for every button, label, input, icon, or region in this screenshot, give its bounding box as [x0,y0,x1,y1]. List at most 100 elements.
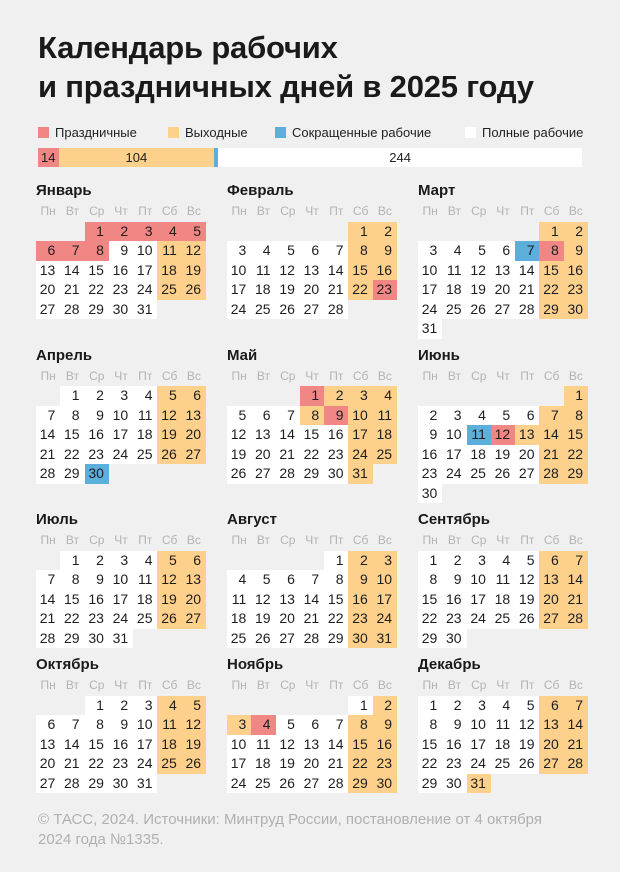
empty-cell [442,386,466,406]
weekday-header: Сб [543,204,560,218]
day-cell-work: 4 [490,550,516,570]
day-cell-work: 6 [275,570,300,590]
empty-cell [251,386,275,406]
empty-cell [227,551,251,571]
weekday-header: Пн [231,368,247,383]
weekday-header: Ср [89,368,105,383]
empty-cell [36,222,60,242]
day-cell-work: 16 [108,260,134,280]
day-cell-work: 17 [442,444,467,464]
day-cell-work: 18 [466,444,491,464]
day-cell-work: 30 [324,464,349,484]
empty-cell [36,551,60,571]
empty-cell [300,551,324,571]
day-cell-work: 29 [418,773,443,793]
empty-cell [324,222,348,242]
weekday-header: Сб [161,368,178,383]
weekday-header: Вт [447,533,461,547]
day-cell-work: 16 [108,734,134,754]
day-cell-weekend: 10 [372,570,398,590]
title-line-1: Календарь рабочих [38,30,338,65]
day-cell-work: 16 [324,425,349,445]
day-cell-work: 20 [490,280,516,300]
day-cell-work: 18 [490,589,516,609]
weekday-header: Чт [496,204,510,218]
day-cell-work: 17 [108,589,134,609]
day-cell-work: 28 [60,299,85,319]
totals-value: 244 [389,150,411,165]
weekday-header: Ср [471,678,487,692]
weekday-header: Вт [65,533,79,547]
month-3: Март Пн Вт Ср Чт Пт Сб Вс 1 2 3 4 5 6 7 8 9 10 11 12 13 14 15 1… [418,180,589,339]
day-cell-weekend: 6 [181,550,207,570]
day-cell-work: 27 [275,628,300,648]
day-cell-work: 28 [515,299,540,319]
day-cell-work: 27 [299,299,325,319]
day-cell-work: 24 [418,299,443,319]
day-cell-weekend: 7 [539,405,564,425]
weekday-header: Вс [568,533,583,547]
day-cell-work: 3 [227,241,252,261]
legend-label: Полные рабочие [482,125,584,140]
day-cell-work: 12 [251,589,276,609]
day-cell-work: 29 [84,299,109,319]
day-cell-work: 19 [466,280,491,300]
day-cell-work: 6 [299,241,325,261]
day-cell-weekend: 3 [227,715,252,735]
day-cell-work: 13 [251,425,276,445]
day-cell-work: 31 [108,628,134,648]
weekday-header: Пн [422,204,438,218]
month-5: Май Пн Вт Ср Чт Пт Сб Вс 1 2 3 4 5 6 7 8 9 10 11 12 13 14 15 16… [227,345,398,484]
day-cell-work: 27 [299,773,325,793]
month-days-grid: Пн Вт Ср Чт Пт Сб Вс 1 2 3 4 5 6 7 8 9 10 11 12 13 14 15 16 17 1… [227,367,398,484]
day-cell-work: 23 [418,464,443,484]
day-cell-weekend: 1 [348,221,373,241]
weekday-header: Чт [114,368,128,383]
day-cell-work: 29 [418,628,443,648]
day-cell-work: 4 [490,695,516,715]
day-cell-work: 7 [36,570,61,590]
day-cell-work: 22 [60,444,85,464]
day-cell-work: 1 [324,550,349,570]
day-cell-weekend: 28 [563,609,589,629]
day-cell-work: 24 [442,464,467,484]
day-cell-holiday: 1 [299,386,325,406]
day-cell-weekend: 14 [563,715,589,735]
day-cell-weekend: 25 [157,280,182,300]
day-cell-weekend: 22 [539,280,564,300]
day-cell-work: 6 [251,405,276,425]
day-cell-work: 27 [490,299,516,319]
day-cell-work: 30 [84,628,109,648]
day-cell-work: 8 [84,715,109,735]
weekday-header: Ср [471,533,487,547]
day-cell-work: 29 [60,628,85,648]
day-cell-work: 17 [108,425,134,445]
month-name: Май [227,346,258,364]
month-days-grid: Пн Вт Ср Чт Пт Сб Вс 1 2 3 4 5 6 7 8 9 10 11 12 13 14 15 16 17 1… [418,367,589,503]
day-cell-work: 18 [442,280,467,300]
day-cell-work: 26 [275,773,300,793]
day-cell-work: 22 [324,609,349,629]
day-cell-work: 13 [299,734,325,754]
day-cell-weekend: 16 [348,589,373,609]
month-10: Октябрь Пн Вт Ср Чт Пт Сб Вс 1 2 3 4 5 6 7 8 9 10 11 12 13 14… [36,654,207,793]
weekday-header: Сб [352,678,369,692]
day-cell-weekend: 2 [372,695,398,715]
weekend-swatch [168,127,179,138]
day-cell-work: 13 [275,589,300,609]
day-cell-work: 29 [84,773,109,793]
day-cell-weekend: 29 [348,773,373,793]
day-cell-weekend: 8 [563,405,589,425]
day-cell-work: 19 [515,734,540,754]
empty-cell [324,696,348,716]
weekday-header: Пн [231,533,247,547]
weekday-header: Пт [138,204,153,218]
day-cell-weekend: 24 [372,609,398,629]
day-cell-weekend: 9 [563,241,589,261]
day-cell-weekend: 26 [181,754,207,774]
empty-cell [36,386,60,406]
day-cell-weekend: 14 [563,570,589,590]
day-cell-work: 7 [275,405,300,425]
month-6: Июнь Пн Вт Ср Чт Пт Сб Вс 1 2 3 4 5 6 7 8 9 10 11 12 13 14 15 1… [418,345,589,503]
day-cell-work: 30 [418,483,443,503]
